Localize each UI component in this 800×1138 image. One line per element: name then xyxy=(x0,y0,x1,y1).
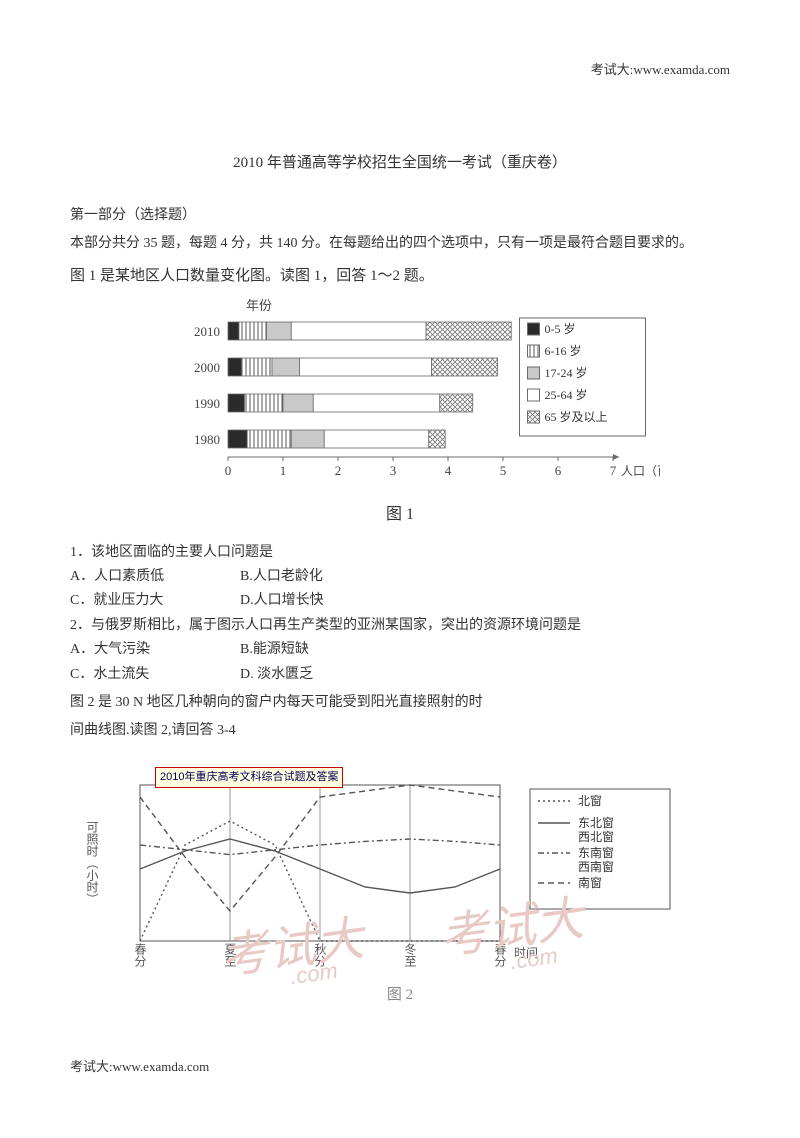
page-title: 2010 年普通高等学校招生全国统一考试（重庆卷） xyxy=(70,151,730,175)
q1-row2: C．就业压力大D.人口增长快 xyxy=(70,590,730,612)
svg-text:1980: 1980 xyxy=(194,432,220,447)
svg-text:西北窗: 西北窗 xyxy=(578,830,614,844)
q2-optA: A．大气污染 xyxy=(70,639,240,661)
svg-text:2000: 2000 xyxy=(194,360,220,375)
q2-optC: C．水土流失 xyxy=(70,664,240,686)
q1-optD: D.人口增长快 xyxy=(240,593,324,608)
figure-1: 年份 2010 2000 1990 1980 0 1 2 3 4 5 6 7 人口（百万人） 0-5 岁 6… xyxy=(70,292,730,500)
svg-text:春分: 春分 xyxy=(133,942,147,967)
svg-text:东北窗: 东北窗 xyxy=(578,816,614,830)
svg-text:0-5 岁: 0-5 岁 xyxy=(545,321,576,336)
q1-optB: B.人口老龄化 xyxy=(240,569,323,584)
q1-stem: 1．该地区面临的主要人口问题是 xyxy=(70,542,730,564)
section-heading: 第一部分（选择题） xyxy=(70,205,730,227)
section-instruction: 本部分共分 35 题，每题 4 分，共 140 分。在每题给出的四个选项中，只有… xyxy=(70,233,730,255)
svg-text:7: 7 xyxy=(610,463,617,478)
svg-text:65 岁及以上: 65 岁及以上 xyxy=(545,409,608,424)
svg-text:北窗: 北窗 xyxy=(578,794,602,808)
fig2-caption: 图 2 xyxy=(70,983,730,1007)
svg-text:人口（百万人）: 人口（百万人） xyxy=(621,464,660,478)
svg-text:夏至: 夏至 xyxy=(223,942,237,966)
q2-row1: A．大气污染B.能源短缺 xyxy=(70,639,730,661)
svg-text:3: 3 xyxy=(390,463,397,478)
svg-text:西南窗: 西南窗 xyxy=(578,859,614,874)
svg-text:1: 1 xyxy=(280,463,287,478)
figure-2-badge: 2010年重庆高考文科综合试题及答案 xyxy=(155,767,343,789)
svg-text:0: 0 xyxy=(225,463,232,478)
header-site-label: 考试大:www.examda.com xyxy=(70,60,730,81)
svg-text:冬至: 冬至 xyxy=(403,941,417,966)
q2-optB: B.能源短缺 xyxy=(240,642,309,657)
q1-optA: A．人口素质低 xyxy=(70,566,240,588)
fig1-caption: 图 1 xyxy=(70,502,730,528)
q2-stem: 2．与俄罗斯相比，属于图示人口再生产类型的亚洲某国家，突出的资源环境问题是 xyxy=(70,615,730,637)
svg-text:1990: 1990 xyxy=(194,396,220,411)
svg-text:17-24 岁: 17-24 岁 xyxy=(545,365,588,380)
svg-text:5: 5 xyxy=(500,463,507,478)
svg-text:25-64 岁: 25-64 岁 xyxy=(545,387,588,402)
svg-text:4: 4 xyxy=(445,463,452,478)
fig2-intro-1: 图 2 是 30 N 地区几种朝向的窗户内每天可能受到阳光直接照射的时 xyxy=(70,692,730,714)
q2-row2: C．水土流失D. 淡水匮乏 xyxy=(70,664,730,686)
fig2-intro-2: 间曲线图.读图 2,请回答 3-4 xyxy=(70,720,730,742)
svg-text:可照时（小时）: 可照时（小时） xyxy=(85,821,99,905)
svg-text:年份: 年份 xyxy=(246,298,272,313)
q1-optC: C．就业压力大 xyxy=(70,590,240,612)
svg-text:2010: 2010 xyxy=(194,324,220,339)
footer-site-label: 考试大:www.examda.com xyxy=(70,1057,730,1078)
figure-2: 2010年重庆高考文科综合试题及答案 可照时（小时）春分夏至秋分冬至春分时间 北… xyxy=(70,761,730,1007)
svg-text:时间: 时间 xyxy=(514,946,538,960)
q1-row1: A．人口素质低B.人口老龄化 xyxy=(70,566,730,588)
svg-text:秋分: 秋分 xyxy=(313,942,327,967)
fig1-intro: 图 1 是某地区人口数量变化图。读图 1，回答 1～2 题。 xyxy=(70,264,730,288)
svg-text:2: 2 xyxy=(335,463,342,478)
svg-text:南窗: 南窗 xyxy=(578,875,602,890)
q2-optD: D. 淡水匮乏 xyxy=(240,667,313,682)
svg-text:6-16 岁: 6-16 岁 xyxy=(545,343,582,358)
svg-text:春分: 春分 xyxy=(493,942,507,967)
svg-text:6: 6 xyxy=(555,463,562,478)
svg-text:东南窗: 东南窗 xyxy=(578,845,614,860)
